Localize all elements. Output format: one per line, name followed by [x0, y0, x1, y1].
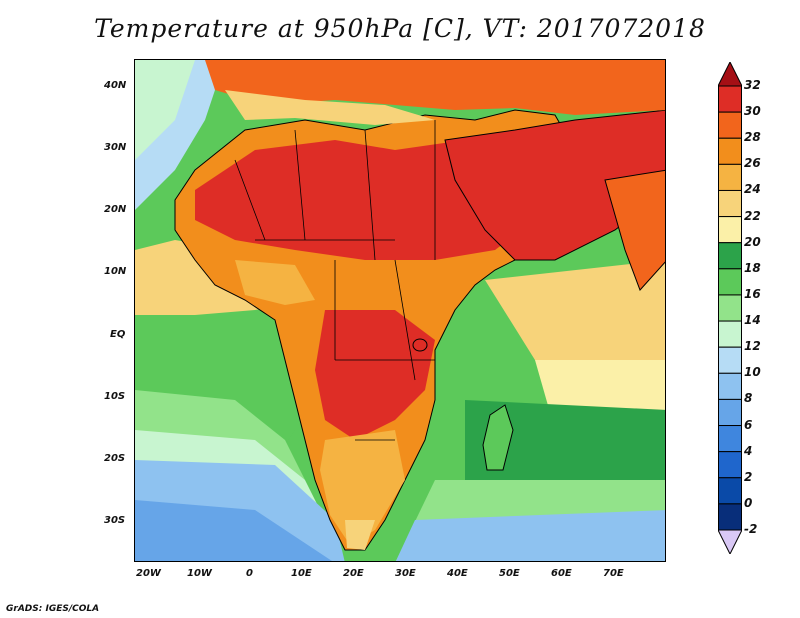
lon-label-0: 0: [246, 568, 253, 579]
lat-label-eq: EQ: [110, 329, 126, 340]
mediterranean-sea: [225, 90, 435, 125]
lat-label-20n: 20N: [104, 204, 127, 215]
lon-label-20e: 20E: [343, 568, 364, 579]
lon-label-60e: 60E: [551, 568, 572, 579]
lon-label-50e: 50E: [499, 568, 520, 579]
colorbar-box: [718, 268, 742, 296]
colorbar-box: [718, 85, 742, 113]
lon-label-70e: 70E: [603, 568, 624, 579]
madagascar: [482, 404, 514, 471]
colorbar-label: 12: [744, 339, 761, 354]
colorbar-box: [718, 346, 742, 374]
colorbar-label: 18: [744, 260, 761, 275]
lon-label-30e: 30E: [395, 568, 416, 579]
colorbar-label: 30: [744, 104, 761, 119]
lat-label-10s: 10S: [104, 391, 126, 402]
lat-label-30n: 30N: [104, 142, 127, 153]
lon-label-10w: 10W: [187, 568, 212, 579]
lon-label-40e: 40E: [447, 568, 468, 579]
colorbar-label: 26: [744, 156, 761, 171]
colorbar-box: [718, 163, 742, 191]
colorbar-label: 0: [744, 495, 753, 510]
temperature-field: [135, 60, 665, 561]
colorbar: [718, 62, 742, 554]
india-edge: [604, 169, 665, 291]
colorbar-box: [718, 137, 742, 165]
lat-label-40n: 40N: [104, 80, 127, 91]
southern-africa: [320, 430, 405, 545]
colorbar-label: 10: [744, 365, 761, 380]
north-atlantic-mild: [135, 60, 195, 160]
colorbar-label: 6: [744, 417, 753, 432]
colorbar-arrow-bottom: [718, 529, 742, 554]
colorbar-label: 8: [744, 391, 753, 406]
colorbar-box: [718, 372, 742, 400]
colorbar-label: 22: [744, 208, 761, 223]
lon-label-10e: 10E: [291, 568, 312, 579]
lat-label-30s: 30S: [104, 515, 126, 526]
central-africa-hot: [315, 310, 435, 440]
colorbar-label: 2: [744, 469, 753, 484]
europe-warm: [205, 60, 665, 115]
indian-ocean-green: [465, 400, 665, 490]
map-title: Temperature at 950hPa [C], VT: 201707201…: [94, 14, 706, 43]
colorbar-label: 32: [744, 78, 761, 92]
colorbar-label: 16: [744, 286, 761, 301]
country-borders: [234, 120, 436, 441]
lat-label-10n: 10N: [104, 266, 127, 277]
colorbar-box: [718, 242, 742, 270]
colorbar-box: [718, 320, 742, 348]
lon-label-20w: 20W: [136, 568, 161, 579]
colorbar-label: 20: [744, 234, 761, 249]
south-atlantic-colder: [135, 500, 332, 561]
colorbar-box: [718, 398, 742, 427]
footer-credit: GrADS: IGES/COLA: [6, 604, 100, 614]
colorbar-label: -2: [744, 522, 758, 536]
colorbar-box: [718, 451, 742, 479]
colorbar-box: [718, 189, 742, 218]
colorbar-box: [718, 477, 742, 505]
lake-victoria: [412, 338, 428, 352]
colorbar-label: 14: [744, 313, 761, 328]
temperature-map: [134, 59, 666, 562]
colorbar-arrow-top: [718, 62, 742, 87]
west-africa-coast: [235, 260, 315, 305]
colorbar-box: [718, 425, 742, 453]
colorbar-box: [718, 294, 742, 322]
colorbar-label: 4: [744, 443, 753, 458]
colorbar-box: [718, 503, 742, 531]
colorbar-box: [718, 111, 742, 139]
cape-region: [345, 520, 375, 550]
colorbar-label: 24: [744, 182, 761, 197]
colorbar-box: [718, 216, 742, 244]
south-indian-cold: [395, 510, 665, 561]
lat-label-20s: 20S: [104, 453, 126, 464]
arabia-hot: [444, 109, 665, 261]
colorbar-label: 28: [744, 130, 761, 145]
